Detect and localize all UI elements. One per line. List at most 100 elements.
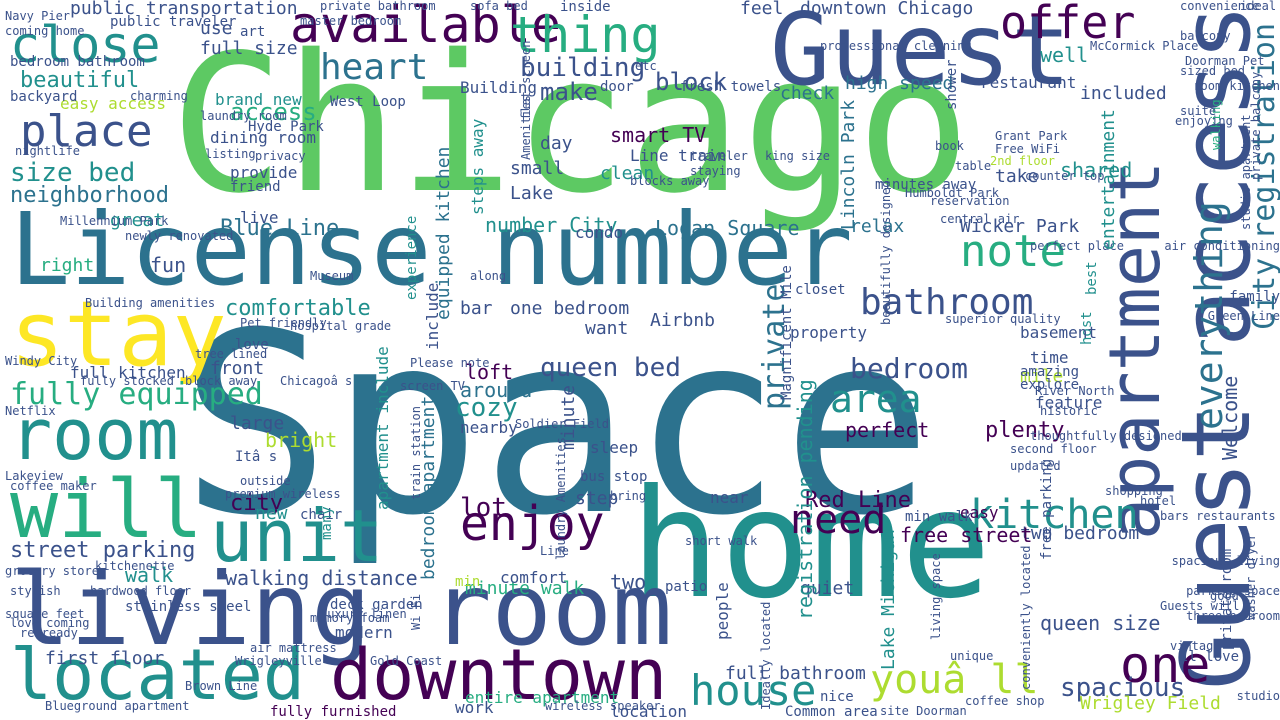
cloud-word: Line train bbox=[630, 146, 727, 165]
cloud-word: Please note bbox=[410, 356, 490, 370]
cloud-word: comfort bbox=[500, 568, 568, 587]
cloud-word: fun bbox=[150, 253, 187, 277]
cloud-word: downtown bbox=[330, 634, 668, 716]
cloud-word: number City bbox=[485, 213, 618, 237]
cloud-word: inside bbox=[560, 0, 611, 15]
cloud-word: Building bbox=[460, 78, 538, 97]
cloud-word: staying bbox=[690, 164, 741, 178]
cloud-word: well bbox=[1040, 43, 1089, 67]
cloud-word: size bed bbox=[10, 158, 136, 188]
cloud-word: public transportation bbox=[70, 0, 298, 19]
cloud-word: parking space bbox=[1186, 584, 1280, 598]
cloud-word: professional cleaning bbox=[820, 39, 972, 53]
cloud-word: registration pending bbox=[793, 379, 817, 620]
cloud-word: free parking bbox=[1039, 458, 1055, 560]
cloud-word: high speed bbox=[845, 73, 954, 94]
cloud-word: Guest bbox=[770, 0, 1072, 108]
cloud-word: nearby bbox=[460, 418, 518, 437]
cloud-word: walk bbox=[125, 563, 174, 587]
cloud-word: Airbnb bbox=[650, 310, 716, 331]
cloud-word: fully equipped bbox=[10, 377, 263, 412]
cloud-word: nightlife bbox=[15, 144, 81, 158]
cloud-word: outside bbox=[240, 474, 291, 488]
cloud-word: smart TV bbox=[610, 123, 707, 147]
cloud-word: shared bbox=[1060, 158, 1133, 182]
cloud-word: building bbox=[520, 53, 646, 83]
cloud-word: full size bbox=[200, 38, 298, 59]
cloud-word: air conditioning bbox=[1164, 239, 1280, 253]
cloud-word: street parking bbox=[10, 538, 196, 563]
cloud-word: Humboldt Park bbox=[905, 186, 999, 200]
cloud-word: bright bbox=[265, 428, 338, 452]
cloud-word: closet bbox=[795, 282, 846, 298]
cloud-word: restaurant bbox=[980, 73, 1077, 92]
cloud-word: room bbox=[10, 394, 179, 476]
cloud-word: amazing bbox=[1020, 364, 1080, 380]
cloud-word: free street bbox=[900, 523, 1033, 547]
cloud-word: condo bbox=[575, 223, 624, 242]
cloud-word: Lincoln Park bbox=[838, 99, 859, 230]
cloud-word: sleep bbox=[590, 438, 639, 457]
cloud-word: full bathroom bbox=[725, 663, 866, 684]
cloud-word: available bbox=[290, 0, 561, 54]
cloud-word: tree lined bbox=[195, 347, 268, 361]
cloud-word: first floor bbox=[45, 648, 165, 669]
cloud-word: living space bbox=[929, 553, 943, 640]
cloud-word: check bbox=[780, 83, 835, 104]
cloud-word: stainless steel bbox=[125, 599, 252, 615]
cloud-word: enjoy bbox=[460, 496, 605, 552]
cloud-word: private balcony bbox=[1249, 71, 1263, 180]
cloud-word: newly renovated bbox=[125, 229, 234, 243]
cloud-word: Amenities bbox=[519, 94, 533, 160]
cloud-word: work bbox=[455, 698, 494, 717]
cloud-word: McCormick Place bbox=[1090, 39, 1199, 53]
cloud-word: laundry Amenities bbox=[554, 437, 568, 560]
cloud-word: step bbox=[575, 488, 619, 509]
cloud-word: home bbox=[630, 458, 992, 632]
cloud-word: bathroom bbox=[860, 282, 1034, 323]
cloud-word: large bbox=[230, 413, 285, 434]
cloud-word: around bbox=[460, 378, 533, 402]
cloud-word: feel bbox=[740, 0, 784, 19]
cloud-word: River North bbox=[1035, 384, 1115, 398]
cloud-word: many bbox=[319, 506, 335, 540]
cloud-word: comfortable bbox=[225, 296, 371, 321]
cloud-word: kitchenette bbox=[95, 559, 175, 573]
cloud-word: apartment include bbox=[373, 346, 392, 510]
cloud-word: love coming bbox=[10, 616, 90, 630]
cloud-word: cozy bbox=[455, 393, 518, 423]
cloud-word: location bbox=[610, 702, 688, 720]
cloud-word: quiet bbox=[800, 578, 855, 599]
cloud-word: youâ ll bbox=[870, 657, 1039, 703]
cloud-word: Netflix bbox=[5, 404, 56, 418]
cloud-word: square feet bbox=[5, 607, 85, 621]
cloud-word: second floor bbox=[1010, 442, 1097, 456]
cloud-word: West Loop bbox=[330, 94, 406, 110]
cloud-word: two bedroom bbox=[1020, 523, 1140, 544]
cloud-word: modern bbox=[335, 623, 393, 642]
cloud-word: 2nd floor bbox=[990, 154, 1056, 168]
cloud-word: Pet friendly bbox=[240, 316, 327, 330]
cloud-word: will bbox=[10, 463, 203, 556]
cloud-word: hardwood floor bbox=[90, 584, 192, 598]
cloud-word: downtown Chicago bbox=[800, 0, 974, 19]
cloud-word: equipped kitchen bbox=[433, 146, 454, 320]
cloud-word: private bathroom bbox=[320, 0, 436, 13]
cloud-word: one bedroom bbox=[510, 298, 630, 319]
cloud-word: screen TV bbox=[400, 379, 466, 393]
cloud-word: live bbox=[240, 208, 279, 227]
cloud-word: provide bbox=[230, 163, 298, 182]
cloud-word: note bbox=[960, 226, 1066, 277]
cloud-word: hotel bbox=[1140, 494, 1177, 508]
cloud-word: best bbox=[1084, 261, 1100, 295]
cloud-word: central air bbox=[940, 212, 1020, 226]
cloud-word: need bbox=[790, 497, 887, 543]
cloud-word: enjoying bbox=[1175, 114, 1233, 128]
cloud-word: coffee shop bbox=[965, 694, 1045, 708]
cloud-word: hospital grade bbox=[290, 319, 392, 333]
cloud-word: Space bbox=[180, 279, 933, 570]
cloud-word: dining room bbox=[210, 128, 316, 147]
cloud-word: luxury linen bbox=[320, 607, 407, 621]
cloud-word: bedroom bathroom bbox=[10, 54, 145, 70]
cloud-word: ideal bbox=[1240, 0, 1277, 13]
